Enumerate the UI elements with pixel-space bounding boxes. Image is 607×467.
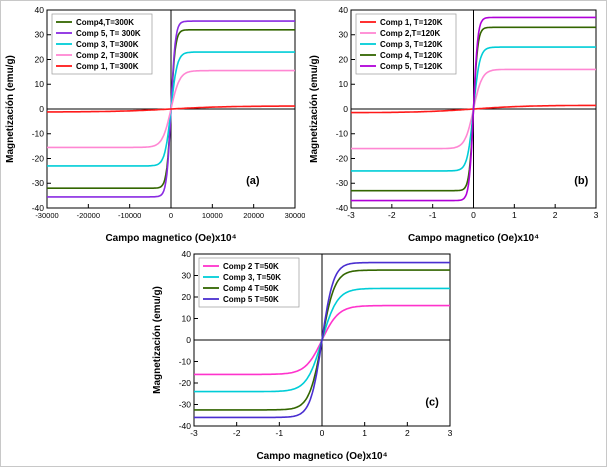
- y-tick-label: 20: [182, 292, 192, 302]
- x-axis-label: Campo magnetico (Oe)x10⁴: [105, 233, 236, 244]
- y-tick-label: -20: [179, 378, 192, 388]
- chart-panel-c: -3 -2 -1 0 1 2 3 -40 -30 -20 -10 0 10 20 30 40 Campo mag…: [150, 247, 460, 466]
- y-tick-label: -40: [179, 421, 192, 431]
- x-tick-label: 0: [169, 211, 173, 220]
- x-tick-label: 3: [594, 210, 599, 220]
- y-tick-label: 20: [339, 54, 349, 64]
- legend-label: Comp 4, T=120K: [380, 51, 443, 60]
- y-tick-label: -30: [336, 178, 349, 188]
- x-tick-label: 2: [405, 428, 410, 438]
- x-tick-label: -1: [276, 428, 284, 438]
- y-tick-label: -40: [32, 203, 45, 213]
- y-tick-label: 30: [182, 270, 192, 280]
- legend-label: Comp 1, T=120K: [380, 18, 443, 27]
- y-tick-label: -10: [336, 129, 349, 139]
- y-tick-label: -20: [32, 153, 45, 163]
- x-axis-label: Campo magnetico (Oe)x10⁴: [256, 451, 387, 462]
- legend-label: Comp 3, T=50K: [223, 273, 281, 282]
- x-tick-label: 10000: [202, 211, 223, 220]
- x-tick-label: 2: [553, 210, 558, 220]
- legend-label: Comp 3, T=120K: [380, 40, 443, 49]
- y-tick-label: 30: [35, 30, 45, 40]
- x-axis-label: Campo magnetico (Oe)x10⁴: [408, 233, 539, 244]
- x-tick-label: 1: [512, 210, 517, 220]
- y-tick-label: -10: [179, 356, 192, 366]
- y-axis-label: Magnetización (emu/g): [309, 55, 320, 163]
- legend-label: Comp 2 T=50K: [223, 262, 279, 271]
- x-tick-label: 3: [448, 428, 453, 438]
- y-tick-label: 10: [35, 79, 45, 89]
- legend-label: Comp 5, T=120K: [380, 62, 443, 71]
- panel-label-b: (b): [574, 175, 588, 187]
- y-tick-label: -30: [32, 178, 45, 188]
- series-curve-comp-5-t-120k: [351, 16, 596, 202]
- x-tick-label: 30000: [285, 211, 305, 220]
- x-tick-label: 0: [320, 428, 325, 438]
- legend-label: Comp 1, T=300K: [76, 62, 139, 71]
- y-tick-label: 40: [35, 5, 45, 15]
- legend-label: Comp 2, T=300K: [76, 51, 139, 60]
- x-tick-label: -1: [429, 210, 437, 220]
- y-tick-label: -30: [179, 399, 192, 409]
- y-tick-label: 20: [35, 54, 45, 64]
- x-tick-label: -10000: [118, 211, 141, 220]
- series-curve-comp-1-t-300k: [47, 105, 295, 113]
- x-tick-label: -3: [190, 428, 198, 438]
- y-tick-label: 40: [339, 5, 349, 15]
- y-tick-label: -40: [336, 203, 349, 213]
- y-tick-label: 0: [39, 104, 44, 114]
- chart-panel-b: -3 -2 -1 0 1 2 3 -40 -30 -20 -10 0 10 20 30 40 Campo mag…: [307, 3, 606, 251]
- x-tick-label: -30000: [35, 211, 58, 220]
- x-tick-label: -3: [347, 210, 355, 220]
- y-tick-label: 30: [339, 30, 349, 40]
- series-curve-comp-5-t-50k: [194, 261, 450, 419]
- x-tick-label: -2: [388, 210, 396, 220]
- y-axis-label: Magnetización (emu/g): [152, 286, 163, 394]
- y-tick-label: 10: [339, 79, 349, 89]
- x-tick-label: 20000: [243, 211, 264, 220]
- panel-label-c: (c): [425, 396, 439, 408]
- x-tick-label: 1: [362, 428, 367, 438]
- y-tick-label: 0: [186, 335, 191, 345]
- panel-label-a: (a): [246, 175, 260, 187]
- legend-label: Comp4,T=300K: [76, 18, 134, 27]
- legend-label: Comp 4 T=50K: [223, 284, 279, 293]
- x-tick-label: -2: [233, 428, 241, 438]
- x-tick-label: 0: [471, 210, 476, 220]
- legend-label: Comp 5, T= 300K: [76, 29, 141, 38]
- chart-a-canvas: -30000 -20000 -10000 0 10000 20000 30000 -40 -30…: [5, 5, 305, 244]
- y-tick-label: 10: [182, 313, 192, 323]
- legend-label: Comp 3, T=300K: [76, 40, 139, 49]
- legend-label: Comp 2,T=120K: [380, 29, 440, 38]
- legend-label: Comp 5 T=50K: [223, 295, 279, 304]
- y-tick-label: -10: [32, 129, 45, 139]
- chart-panel-a: -30000 -20000 -10000 0 10000 20000 30000 -40 -30…: [3, 3, 305, 251]
- y-tick-label: -20: [336, 153, 349, 163]
- y-tick-label: 0: [343, 104, 348, 114]
- y-axis-label: Magnetización (emu/g): [5, 55, 16, 163]
- x-tick-label: -20000: [77, 211, 100, 220]
- y-tick-label: 40: [182, 249, 192, 259]
